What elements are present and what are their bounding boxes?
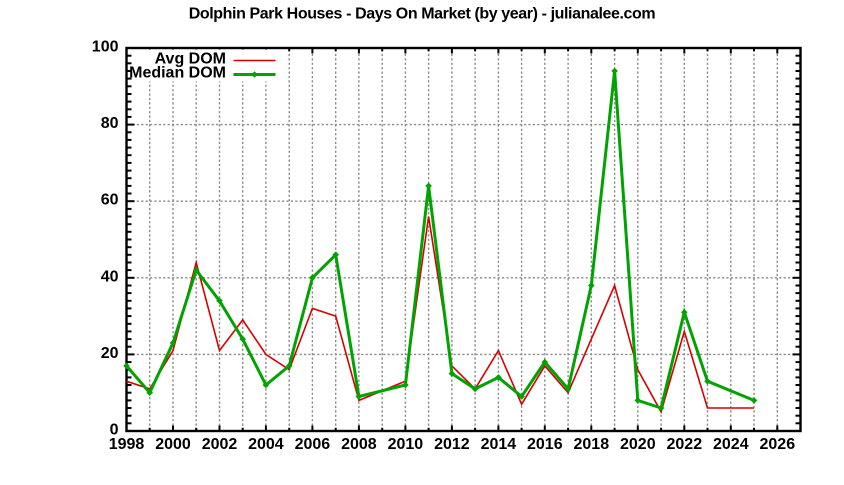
svg-text:80: 80 [101,115,119,132]
svg-text:2024: 2024 [713,436,749,453]
svg-text:2010: 2010 [388,436,424,453]
svg-text:100: 100 [92,39,119,56]
svg-text:2000: 2000 [155,436,191,453]
svg-text:40: 40 [101,268,119,285]
svg-text:60: 60 [101,192,119,209]
svg-text:2018: 2018 [574,436,610,453]
svg-text:2002: 2002 [202,436,238,453]
svg-text:2012: 2012 [434,436,470,453]
svg-text:2008: 2008 [341,436,377,453]
svg-text:0: 0 [110,422,119,439]
svg-text:1998: 1998 [109,436,145,453]
svg-text:Avg DOM: Avg DOM [155,51,226,68]
svg-text:2020: 2020 [620,436,656,453]
svg-text:Median DOM: Median DOM [129,65,226,82]
svg-text:2026: 2026 [760,436,796,453]
svg-text:2014: 2014 [481,436,517,453]
svg-text:20: 20 [101,345,119,362]
svg-text:2004: 2004 [248,436,284,453]
svg-text:2006: 2006 [295,436,331,453]
svg-text:2022: 2022 [667,436,703,453]
svg-text:2016: 2016 [527,436,563,453]
svg-text:Dolphin Park Houses - Days On: Dolphin Park Houses - Days On Market (by… [189,6,656,23]
